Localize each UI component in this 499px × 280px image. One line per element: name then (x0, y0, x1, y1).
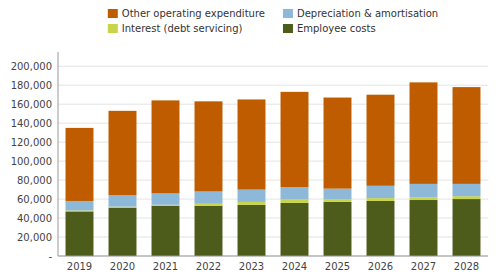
x-axis: 2019 2020 2021 2022 2023 2024 2025 2026 2027 2028 (67, 261, 479, 272)
bar-segment (281, 92, 309, 187)
bar-segment (152, 193, 180, 204)
x-tick-label: 2023 (239, 261, 264, 272)
bar-segment (152, 100, 180, 193)
y-axis: - 20,000 40,000 60,000 80,000 100,000 120,000 1… (11, 61, 488, 262)
x-tick-label: 2019 (67, 261, 92, 272)
legend-swatch (108, 9, 118, 18)
y-tick-label: 180,000 (11, 80, 52, 91)
bar-segment (367, 95, 395, 186)
x-tick-label: 2027 (411, 261, 436, 272)
legend-swatch (283, 24, 293, 33)
bar-segment (66, 211, 94, 256)
chart: - 20,000 40,000 60,000 80,000 100,000 120,000 1… (0, 0, 499, 280)
legend-item: Other operating expenditure (108, 8, 265, 19)
bar-segment (195, 191, 223, 203)
legend-label: Depreciation & amortisation (297, 8, 438, 19)
x-tick-label: 2021 (153, 261, 178, 272)
y-tick-label: 120,000 (11, 137, 52, 148)
legend-label: Interest (debt servicing) (122, 23, 243, 34)
bar-segment (324, 189, 352, 199)
bar-segment (453, 199, 481, 256)
legend-swatch (108, 24, 118, 33)
legend-item: Depreciation & amortisation (283, 8, 438, 19)
bar-segment (109, 195, 137, 206)
bar-segment (367, 186, 395, 198)
y-tick-label: 40,000 (17, 213, 52, 224)
x-tick-label: 2028 (454, 261, 479, 272)
bar-segment (367, 198, 395, 201)
bar-segment (410, 82, 438, 184)
bar-segment (195, 204, 223, 206)
y-tick-label: 160,000 (11, 99, 52, 110)
bar-segment (410, 200, 438, 256)
legend-label: Employee costs (297, 23, 376, 34)
x-tick-label: 2025 (325, 261, 350, 272)
y-tick-label: 100,000 (11, 156, 52, 167)
bar-segment (324, 98, 352, 189)
legend-item: Interest (debt servicing) (108, 23, 243, 34)
bar-segment (324, 202, 352, 256)
bar-segment (281, 203, 309, 256)
bar-segment (367, 201, 395, 256)
bar-segment (453, 87, 481, 184)
bar-segment (66, 201, 94, 210)
bar-segment (195, 206, 223, 256)
legend-swatch (283, 9, 293, 18)
bars (66, 82, 481, 256)
y-tick-label: 140,000 (11, 118, 52, 129)
y-tick-label: - (48, 251, 52, 262)
bar-segment (152, 206, 180, 256)
bar-segment (238, 99, 266, 189)
bar-segment (410, 184, 438, 197)
bar-segment (66, 128, 94, 201)
bar-segment (109, 111, 137, 195)
x-tick-label: 2022 (196, 261, 221, 272)
y-tick-label: 60,000 (17, 194, 52, 205)
bar-segment (195, 101, 223, 191)
y-tick-label: 200,000 (11, 61, 52, 72)
legend-label: Other operating expenditure (122, 8, 265, 19)
bar-segment (238, 205, 266, 256)
bar-segment (453, 184, 481, 196)
bar-segment (281, 187, 309, 199)
bar-segment (281, 200, 309, 203)
y-tick-label: 80,000 (17, 175, 52, 186)
bar-segment (238, 202, 266, 205)
y-tick-label: 20,000 (17, 232, 52, 243)
bar-segment (109, 208, 137, 256)
x-tick-label: 2024 (282, 261, 307, 272)
bar-segment (324, 199, 352, 202)
legend: Other operating expenditure Depreciation … (108, 8, 438, 34)
x-axis-line (58, 256, 488, 257)
x-tick-label: 2020 (110, 261, 135, 272)
grid-line (58, 256, 488, 257)
legend-item: Employee costs (283, 23, 376, 34)
y-axis-line (58, 52, 59, 256)
grid-line (58, 66, 488, 67)
bar-segment (410, 197, 438, 200)
bar-segment (453, 196, 481, 199)
bar-segment (238, 190, 266, 202)
x-tick-label: 2026 (368, 261, 393, 272)
